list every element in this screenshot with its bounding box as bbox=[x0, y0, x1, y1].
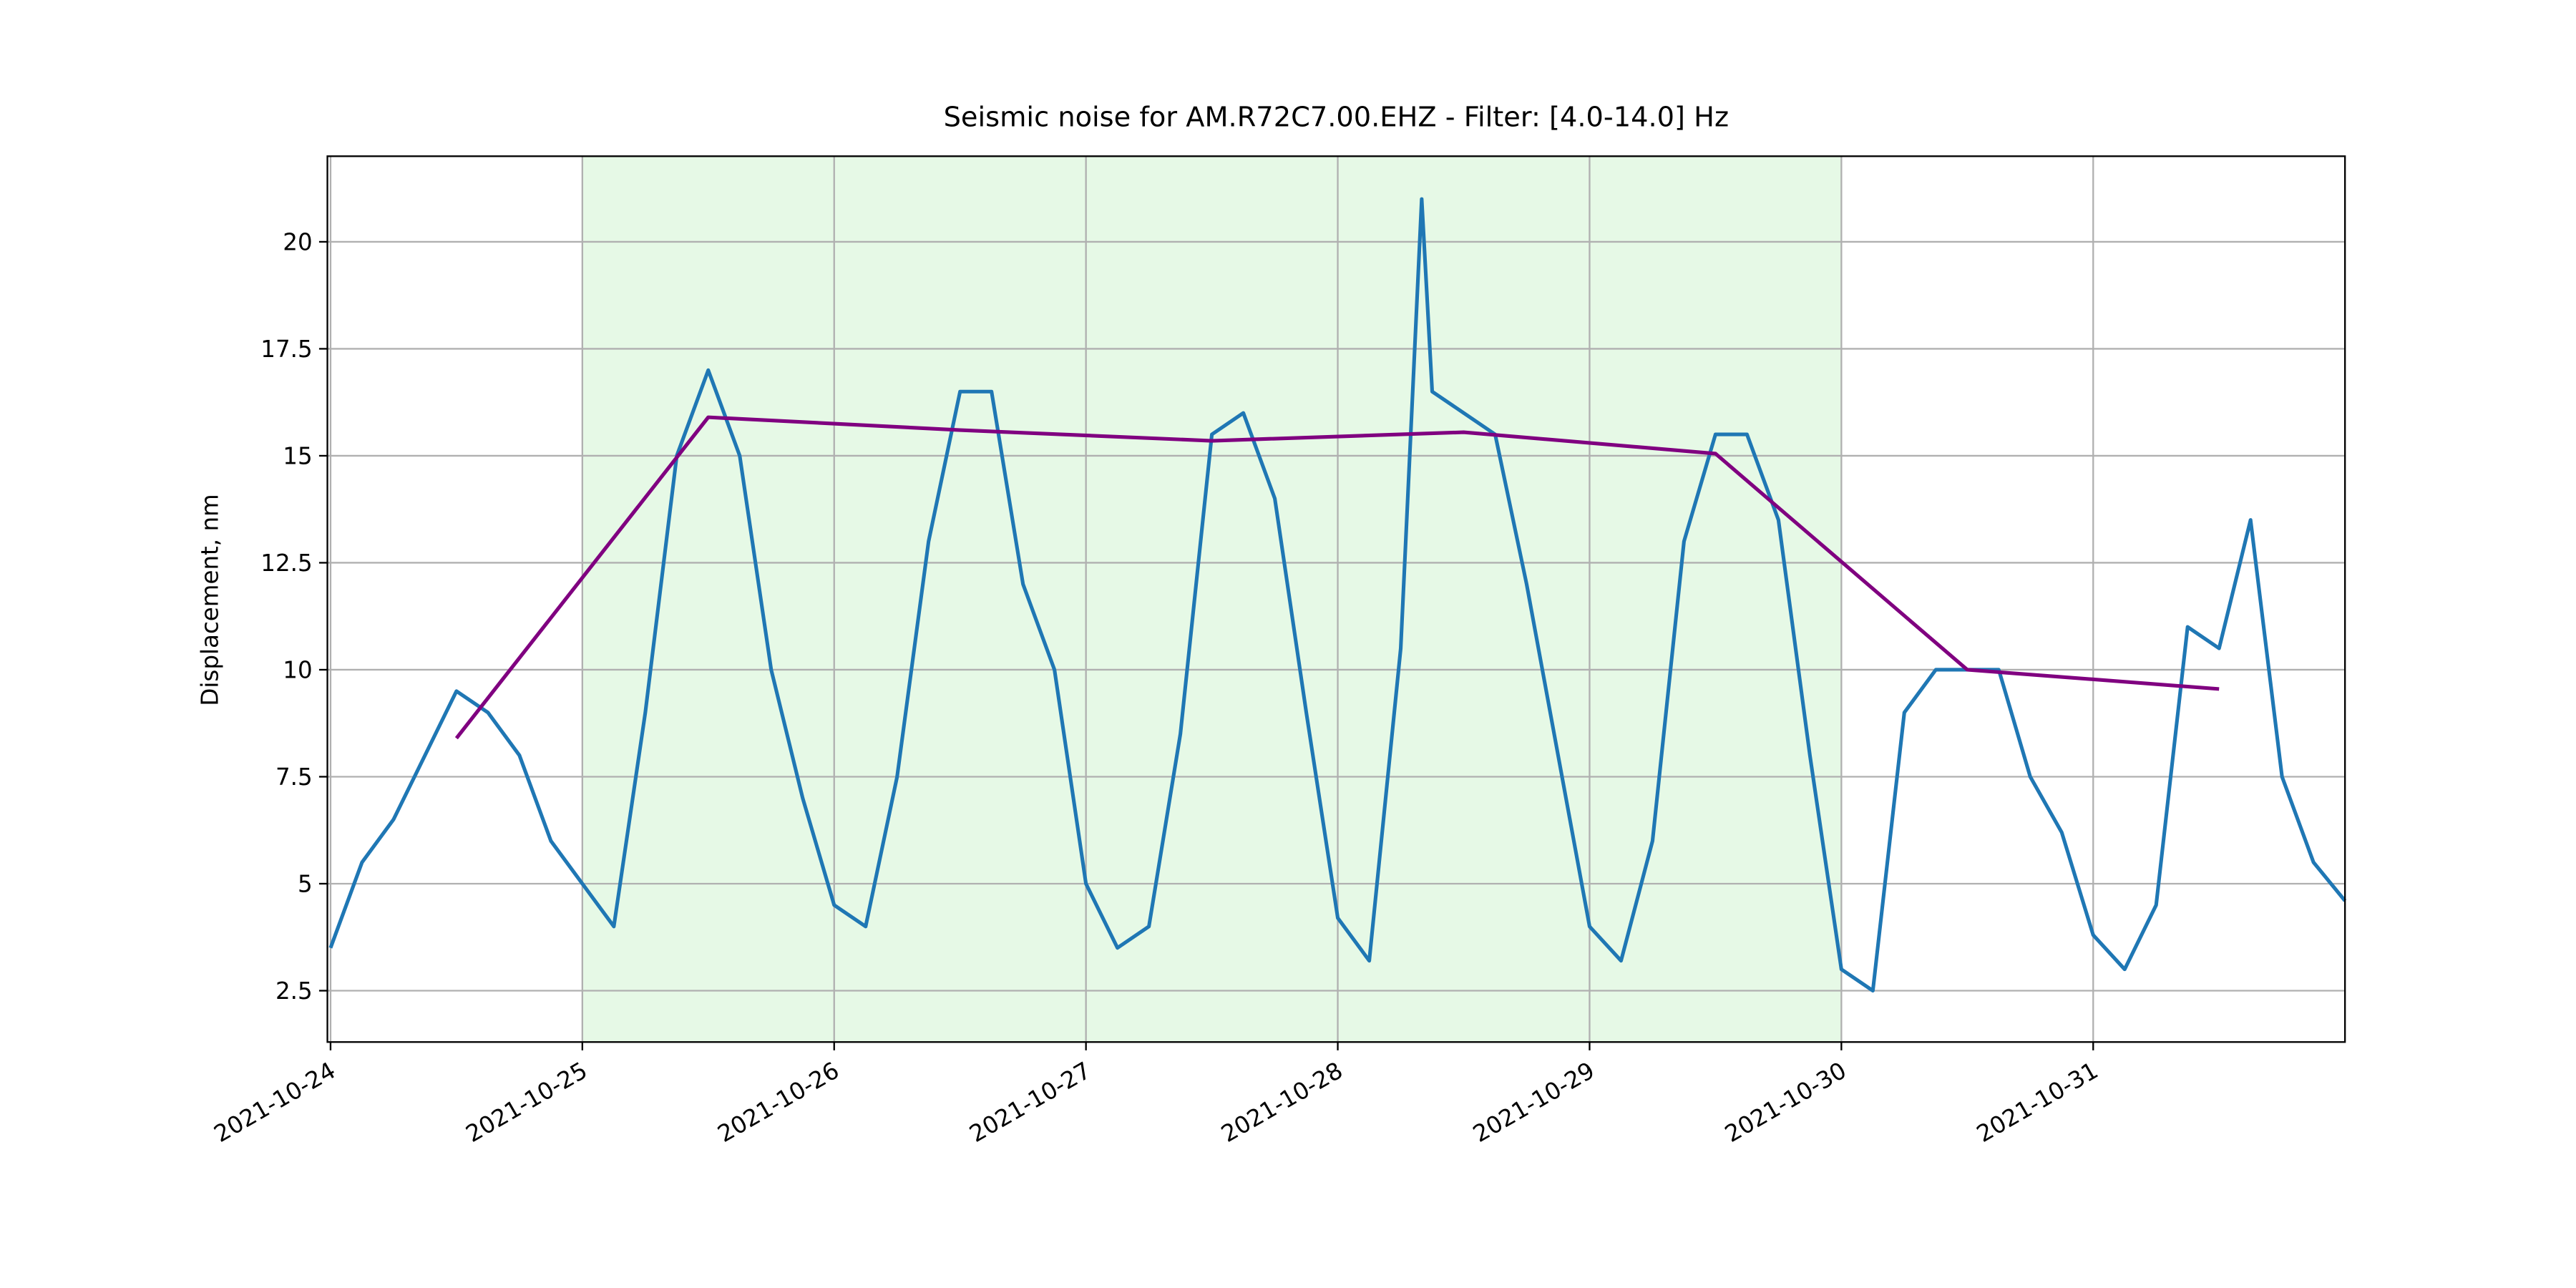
data-line bbox=[328, 197, 2347, 993]
y-tick-label: 20 bbox=[283, 229, 312, 256]
y-tick-label: 2.5 bbox=[275, 977, 313, 1005]
shaded-span bbox=[582, 156, 1842, 1043]
y-axis-label: Displacement, nm bbox=[196, 494, 223, 706]
y-tick-label: 15 bbox=[283, 443, 312, 470]
y-tick-label: 5 bbox=[298, 871, 313, 898]
y-tick-label: 17.5 bbox=[260, 336, 312, 363]
y-tick-label: 7.5 bbox=[275, 763, 313, 791]
data-line bbox=[454, 415, 2220, 740]
y-tick-label: 12.5 bbox=[260, 550, 312, 577]
y-tick-label: 10 bbox=[283, 657, 312, 684]
plot-frame bbox=[326, 155, 2346, 1043]
chart-title: Seismic noise for AM.R72C7.00.EHZ - Filt… bbox=[944, 102, 1729, 134]
